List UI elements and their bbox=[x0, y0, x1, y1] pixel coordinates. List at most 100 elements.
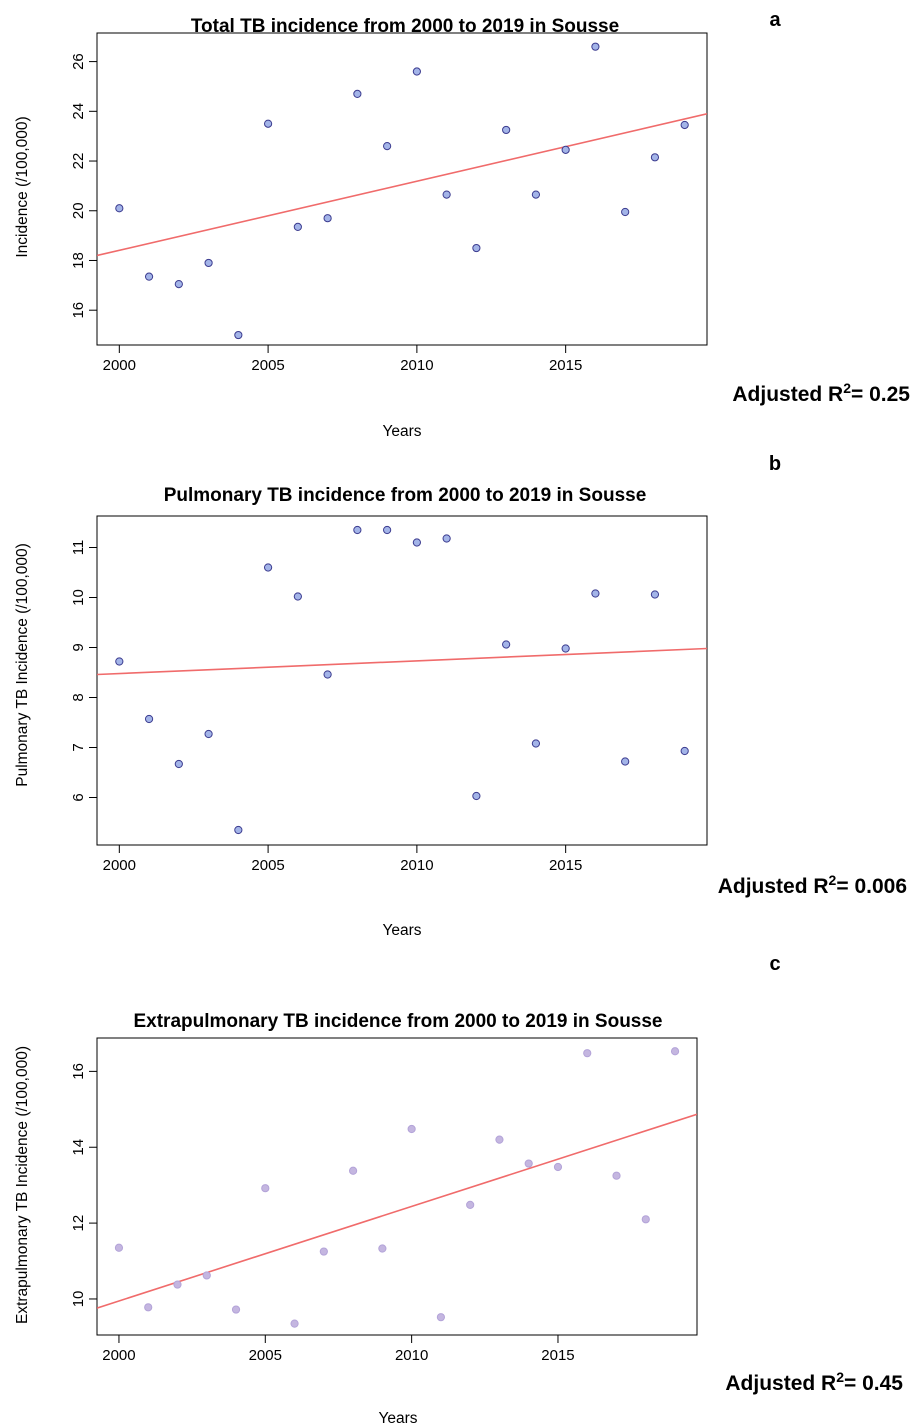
r-squared-annotation: Adjusted R2= 0.45 bbox=[725, 1369, 903, 1395]
data-point bbox=[412, 538, 421, 547]
panel-label: a bbox=[769, 9, 781, 31]
data-point bbox=[472, 791, 481, 801]
y-tick-label: 6 bbox=[70, 793, 87, 801]
data-point bbox=[204, 729, 213, 739]
data-point bbox=[612, 1171, 621, 1180]
data-point bbox=[641, 1215, 650, 1224]
x-tick-label: 2000 bbox=[103, 857, 136, 874]
data-point bbox=[144, 1303, 153, 1312]
y-tick-label: 24 bbox=[70, 103, 87, 120]
r-squared-annotation: Adjusted R2= 0.25 bbox=[732, 380, 910, 406]
x-tick-label: 2010 bbox=[400, 357, 433, 374]
data-point bbox=[202, 1271, 211, 1280]
x-tick-label: 2000 bbox=[102, 1347, 135, 1364]
r2-value: = 0.006 bbox=[836, 875, 907, 898]
data-point bbox=[670, 1047, 680, 1056]
data-point bbox=[115, 657, 124, 666]
r2-prefix: Adjusted R bbox=[725, 1372, 836, 1395]
chart-panel-b: b Pulmonary TB incidence from 2000 to 201… bbox=[14, 453, 907, 939]
y-tick-label: 8 bbox=[70, 693, 87, 701]
plot-frame bbox=[96, 515, 708, 846]
y-tick-label: 22 bbox=[70, 153, 87, 170]
data-point bbox=[115, 204, 124, 213]
data-point bbox=[114, 1243, 124, 1252]
data-point bbox=[442, 534, 451, 543]
data-point bbox=[472, 243, 481, 253]
x-tick-label: 2010 bbox=[395, 1347, 428, 1364]
data-point bbox=[234, 825, 243, 835]
data-point bbox=[680, 746, 689, 756]
x-tick-label: 2000 bbox=[103, 357, 136, 374]
r2-prefix: Adjusted R bbox=[718, 875, 829, 898]
x-tick-label: 2010 bbox=[400, 857, 433, 874]
trend-line bbox=[97, 1113, 697, 1309]
data-point bbox=[353, 89, 362, 99]
y-tick-label: 16 bbox=[70, 1063, 87, 1080]
plot-frame bbox=[96, 32, 708, 346]
x-tick-label: 2005 bbox=[251, 357, 284, 374]
data-point bbox=[378, 1244, 387, 1253]
y-tick-label: 26 bbox=[70, 53, 87, 70]
data-point bbox=[293, 222, 302, 232]
y-tick-label: 14 bbox=[70, 1139, 87, 1156]
y-axis-label: Pulmonary TB Incidence (/100,000) bbox=[14, 543, 31, 787]
y-axis-label: Extrapulmonary TB Incidence (/100,000) bbox=[14, 1046, 31, 1324]
r2-superscript: 2 bbox=[843, 380, 851, 396]
r2-superscript: 2 bbox=[836, 1369, 844, 1385]
data-point bbox=[263, 563, 273, 572]
data-point bbox=[621, 207, 630, 217]
data-point bbox=[204, 258, 213, 268]
chart-title: Total TB incidence from 2000 to 2019 in … bbox=[191, 16, 619, 37]
panel-label: b bbox=[769, 453, 781, 475]
data-point bbox=[583, 1049, 592, 1058]
data-point bbox=[466, 1200, 475, 1209]
data-point bbox=[680, 120, 689, 130]
y-tick-label: 10 bbox=[70, 589, 87, 606]
y-tick-label: 20 bbox=[70, 202, 87, 219]
data-point bbox=[144, 272, 154, 281]
y-tick-label: 16 bbox=[70, 302, 87, 319]
data-point bbox=[353, 525, 362, 535]
data-point bbox=[234, 330, 243, 340]
r2-value: = 0.25 bbox=[851, 383, 910, 406]
chart-title: Pulmonary TB incidence from 2000 to 2019… bbox=[164, 485, 647, 506]
r2-superscript: 2 bbox=[829, 872, 837, 888]
data-point bbox=[173, 1280, 182, 1289]
data-point bbox=[144, 714, 154, 724]
y-tick-label: 10 bbox=[70, 1291, 87, 1308]
data-point bbox=[290, 1319, 299, 1328]
r-squared-annotation: Adjusted R2= 0.006 bbox=[718, 872, 907, 898]
x-tick-label: 2015 bbox=[549, 357, 582, 374]
data-point bbox=[323, 214, 332, 223]
data-point bbox=[383, 142, 392, 151]
plot-frame bbox=[96, 1037, 698, 1336]
trend-line bbox=[97, 647, 707, 676]
chart-title: Extrapulmonary TB incidence from 2000 to… bbox=[133, 1011, 662, 1032]
data-point bbox=[524, 1159, 533, 1168]
data-point bbox=[263, 119, 273, 128]
r2-prefix: Adjusted R bbox=[732, 383, 843, 406]
data-point bbox=[502, 640, 511, 649]
data-point bbox=[231, 1305, 241, 1314]
data-point bbox=[621, 757, 630, 766]
data-point bbox=[561, 644, 570, 653]
panel-label: c bbox=[769, 953, 780, 975]
data-point bbox=[293, 592, 302, 601]
x-axis-label: Years bbox=[382, 922, 421, 939]
data-point bbox=[407, 1124, 416, 1134]
x-tick-label: 2005 bbox=[251, 857, 284, 874]
y-tick-label: 11 bbox=[70, 540, 87, 556]
data-point bbox=[650, 153, 660, 162]
data-point bbox=[553, 1162, 563, 1172]
data-point bbox=[436, 1313, 446, 1322]
chart-panel-c: c Extrapulmonary TB incidence from 2000 t… bbox=[14, 953, 903, 1425]
data-point bbox=[261, 1184, 270, 1193]
data-point bbox=[502, 125, 511, 135]
data-point bbox=[591, 42, 600, 51]
x-axis-label: Years bbox=[382, 423, 421, 440]
y-tick-label: 7 bbox=[70, 743, 87, 751]
chart-panel-a: a Total TB incidence from 2000 to 2019 in… bbox=[14, 9, 910, 440]
data-point bbox=[319, 1247, 328, 1256]
data-point bbox=[591, 589, 600, 598]
